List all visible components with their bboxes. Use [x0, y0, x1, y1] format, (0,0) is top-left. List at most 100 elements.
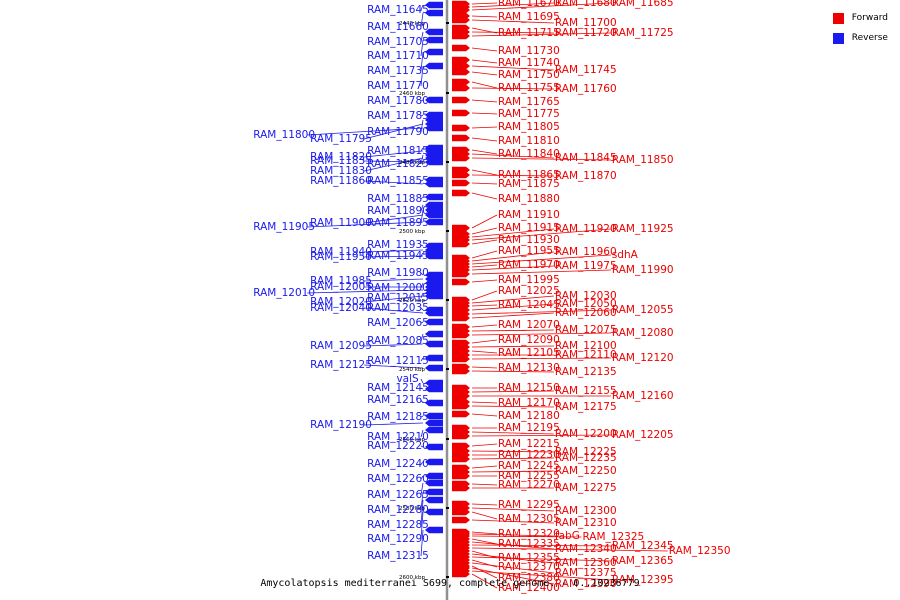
gene-label[interactable]: RAM_12175	[555, 401, 617, 413]
gene-arrow[interactable]	[425, 211, 443, 219]
gene-arrow[interactable]	[425, 496, 443, 504]
gene-label[interactable]: RAM_11950	[310, 251, 372, 263]
gene-label[interactable]: RAM_12380	[498, 572, 560, 584]
gene-label[interactable]: RAM_12350	[669, 545, 731, 557]
gene-label[interactable]: RAM_12305	[498, 513, 560, 525]
gene-label[interactable]: RAM_11985	[310, 275, 372, 287]
gene-label[interactable]: RAM_12020	[310, 296, 372, 308]
gene-label[interactable]: RAM_12025	[498, 285, 560, 297]
gene-arrow[interactable]	[425, 379, 443, 387]
gene-arrow[interactable]	[425, 508, 443, 516]
gene-label[interactable]: RAM_11875	[498, 178, 560, 190]
gene-label[interactable]: RAM_11750	[498, 69, 560, 81]
gene-label[interactable]: RAM_12210	[367, 431, 429, 443]
gene-label[interactable]: RAM_11945	[367, 250, 429, 262]
gene-arrow[interactable]	[452, 6, 470, 14]
gene-arrow[interactable]	[452, 32, 470, 40]
gene-arrow[interactable]	[452, 78, 470, 86]
gene-arrow[interactable]	[452, 472, 470, 480]
gene-label[interactable]: RAM_12000	[367, 282, 429, 294]
gene-arrow[interactable]	[425, 96, 443, 104]
gene-label[interactable]: RAM_12355	[498, 552, 560, 564]
gene-arrow[interactable]	[425, 28, 443, 36]
gene-arrow[interactable]	[452, 96, 470, 104]
gene-label[interactable]: RAM_12180	[498, 410, 560, 422]
gene-arrow[interactable]	[452, 278, 470, 286]
gene-arrow[interactable]	[425, 1, 443, 9]
gene-arrow[interactable]	[452, 56, 470, 64]
gene-label[interactable]: RAM_12395	[612, 574, 674, 586]
gene-label[interactable]: RAM_11765	[498, 96, 560, 108]
gene-label[interactable]: RAM_11960	[555, 246, 617, 258]
gene-arrow[interactable]	[425, 180, 443, 188]
gene-label[interactable]: RAM_12185	[367, 411, 429, 423]
gene-label[interactable]: RAM_12075	[555, 324, 617, 336]
gene-arrow[interactable]	[452, 84, 470, 92]
gene-label[interactable]: RAM_11735	[367, 65, 429, 77]
gene-label[interactable]: RAM_11935	[367, 239, 429, 251]
gene-label[interactable]: RAM_12050	[555, 298, 617, 310]
gene-label[interactable]: RAM_12310	[555, 517, 617, 529]
gene-label[interactable]: RAM_11660	[367, 21, 429, 33]
gene-arrow[interactable]	[425, 458, 443, 466]
gene-arrow[interactable]	[452, 402, 470, 410]
gene-label[interactable]: RAM_12255	[498, 470, 560, 482]
gene-arrow[interactable]	[425, 364, 443, 372]
gene-arrow[interactable]	[425, 36, 443, 44]
gene-label[interactable]: RAM_11895	[367, 217, 429, 229]
gene-arrow[interactable]	[425, 124, 443, 132]
gene-arrow[interactable]	[425, 426, 443, 434]
gene-arrow[interactable]	[425, 201, 443, 209]
gene-label[interactable]: RAM_12035	[367, 302, 429, 314]
gene-label[interactable]: RAM_12200	[555, 428, 617, 440]
gene-label[interactable]: RAM_12150	[498, 382, 560, 394]
gene-label[interactable]: RAM_12205	[612, 429, 674, 441]
gene-label[interactable]: fabG	[555, 530, 580, 542]
gene-label[interactable]: RAM_12260	[367, 473, 429, 485]
gene-label[interactable]: RAM_12335	[498, 538, 560, 550]
gene-label[interactable]: RAM_12030	[555, 290, 617, 302]
gene-arrow[interactable]	[452, 355, 470, 363]
gene-label[interactable]: RAM_12300	[555, 505, 617, 517]
gene-label[interactable]: RAM_11830	[310, 165, 372, 177]
gene-label[interactable]: sdhA	[612, 249, 639, 261]
gene-arrow[interactable]	[452, 392, 470, 400]
gene-label[interactable]: RAM_12295	[498, 499, 560, 511]
gene-arrow[interactable]	[452, 570, 470, 578]
gene-arrow[interactable]	[425, 48, 443, 56]
gene-arrow[interactable]	[425, 330, 443, 338]
gene-label[interactable]: RAM_11700	[555, 17, 617, 29]
gene-label[interactable]: RAM_11680	[555, 0, 617, 9]
gene-arrow[interactable]	[425, 309, 443, 317]
gene-label[interactable]: RAM_11800	[253, 129, 315, 141]
gene-label[interactable]: RAM_12155	[555, 385, 617, 397]
gene-label[interactable]: RAM_11805	[498, 121, 560, 133]
gene-label[interactable]: RAM_11695	[498, 11, 560, 23]
gene-label[interactable]: RAM_11720	[555, 27, 617, 39]
gene-label[interactable]: RAM_11755	[498, 82, 560, 94]
gene-arrow[interactable]	[452, 270, 470, 278]
gene-arrow[interactable]	[452, 331, 470, 339]
gene-label[interactable]: RAM_11715	[498, 27, 560, 39]
gene-label[interactable]: RAM_11940	[310, 246, 372, 258]
gene-arrow[interactable]	[452, 455, 470, 463]
gene-label[interactable]: RAM_11785	[367, 110, 429, 122]
gene-label[interactable]: RAM_12120	[612, 352, 674, 364]
gene-label[interactable]: RAM_12045	[498, 299, 560, 311]
gene-arrow[interactable]	[425, 292, 443, 300]
gene-arrow[interactable]	[425, 252, 443, 260]
gene-label[interactable]: RAM_12250	[555, 465, 617, 477]
gene-label[interactable]: RAM_12100	[555, 340, 617, 352]
gene-arrow[interactable]	[425, 111, 443, 119]
gene-label[interactable]: RAM_12130	[498, 362, 560, 374]
gene-arrow[interactable]	[452, 62, 470, 70]
gene-arrow[interactable]	[425, 479, 443, 487]
gene-arrow[interactable]	[452, 44, 470, 52]
gene-label[interactable]: RAM_12040	[310, 302, 372, 314]
gene-label[interactable]: RAM_12145	[367, 382, 429, 394]
gene-arrow[interactable]	[452, 109, 470, 117]
gene-label[interactable]: RAM_12060	[555, 307, 617, 319]
gene-arrow[interactable]	[452, 508, 470, 516]
gene-arrow[interactable]	[452, 516, 470, 524]
gene-arrow[interactable]	[425, 9, 443, 17]
